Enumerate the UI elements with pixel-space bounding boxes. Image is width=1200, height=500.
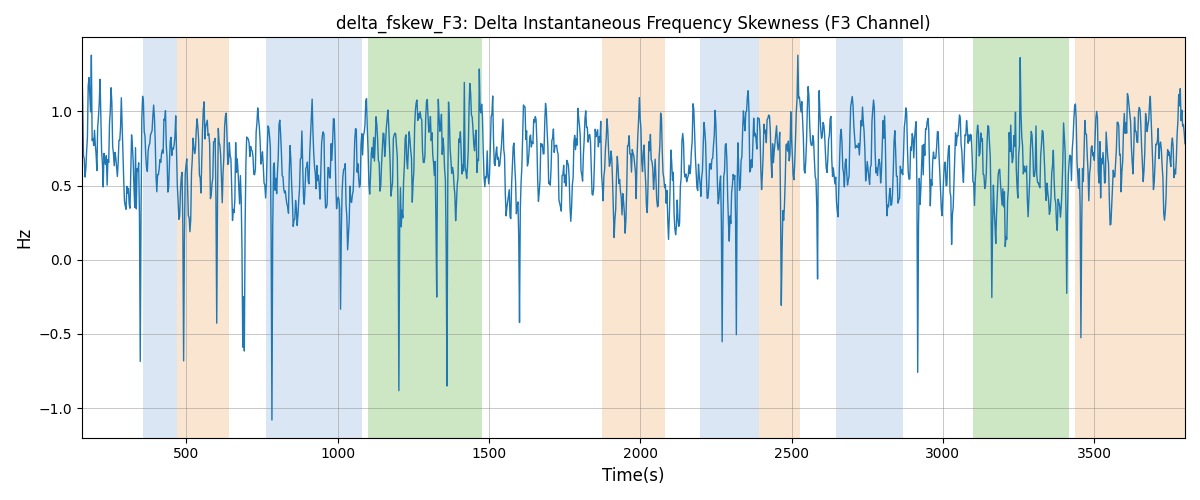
Bar xyxy=(836,38,902,438)
Bar xyxy=(972,38,1069,438)
Bar xyxy=(368,38,482,438)
Title: delta_fskew_F3: Delta Instantaneous Frequency Skewness (F3 Channel): delta_fskew_F3: Delta Instantaneous Freq… xyxy=(336,15,931,34)
Bar xyxy=(176,38,229,438)
X-axis label: Time(s): Time(s) xyxy=(602,467,665,485)
Bar xyxy=(1075,38,1186,438)
Bar xyxy=(602,38,665,438)
Y-axis label: Hz: Hz xyxy=(14,227,32,248)
Bar xyxy=(143,38,176,438)
Bar xyxy=(265,38,362,438)
Bar xyxy=(758,38,800,438)
Bar xyxy=(700,38,758,438)
